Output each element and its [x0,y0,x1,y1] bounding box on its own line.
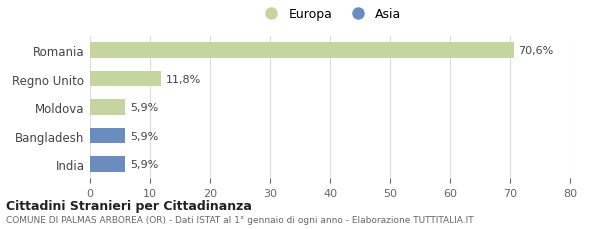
Bar [90,157,125,172]
Text: 5,9%: 5,9% [130,159,158,169]
Bar [90,100,125,115]
Text: 5,9%: 5,9% [130,103,158,113]
Bar [90,128,125,144]
Bar [90,71,161,87]
Text: 70,6%: 70,6% [518,46,554,56]
Text: 5,9%: 5,9% [130,131,158,141]
Text: 11,8%: 11,8% [166,74,201,84]
Text: COMUNE DI PALMAS ARBOREA (OR) - Dati ISTAT al 1° gennaio di ogni anno - Elaboraz: COMUNE DI PALMAS ARBOREA (OR) - Dati IST… [6,215,473,224]
Bar [90,43,514,59]
Legend: Europa, Asia: Europa, Asia [254,3,406,26]
Text: Cittadini Stranieri per Cittadinanza: Cittadini Stranieri per Cittadinanza [6,199,252,212]
